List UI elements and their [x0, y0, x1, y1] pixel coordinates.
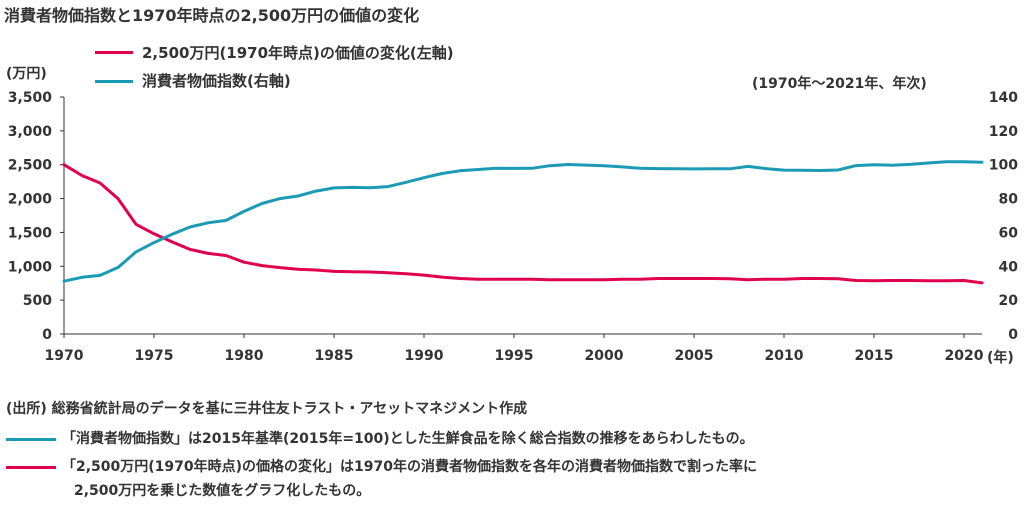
x-tick-label: 1995: [495, 348, 534, 364]
left-tick-label: 2,500: [8, 158, 53, 174]
note-swatch-value: [6, 466, 56, 469]
right-tick-label: 20: [999, 293, 1019, 309]
left-tick-label: 3,500: [8, 90, 53, 106]
left-tick-label: 0: [42, 327, 52, 343]
x-tick-label: 1985: [315, 348, 354, 364]
left-tick-label: 1,000: [8, 259, 53, 275]
right-tick-label: 80: [999, 192, 1019, 208]
left-tick-label: 1,500: [8, 225, 53, 241]
left-axis-unit: (万円): [6, 66, 47, 82]
left-tick-label: 3,000: [8, 124, 53, 140]
legend-swatch-value: [95, 51, 133, 54]
right-tick-label: 120: [989, 124, 1018, 140]
source-note: (出所) 総務省統計局のデータを基に三井住友トラスト・アセットマネジメント作成: [6, 401, 528, 417]
right-tick-label: 60: [999, 225, 1019, 241]
x-tick-label: 1990: [405, 348, 444, 364]
left-tick-label: 500: [23, 293, 52, 309]
right-axis-unit: (年): [987, 350, 1014, 366]
right-tick-label: 100: [989, 158, 1018, 174]
x-tick-label: 1980: [225, 348, 264, 364]
legend-swatch-cpi: [95, 80, 133, 83]
left-tick-label: 2,000: [8, 192, 53, 208]
value-series-line: [62, 163, 984, 285]
note-cpi: 「消費者物価指数」は2015年基準(2015年=100)とした生鮮食品を除く総合…: [62, 431, 754, 447]
right-tick-label: 0: [1008, 327, 1018, 343]
right-tick-label: 140: [989, 90, 1018, 106]
note-swatch-cpi: [6, 438, 56, 441]
note-value-2: 2,500万円を乗じた数値をグラフ化したもの。: [74, 483, 371, 499]
note-value-1: 「2,500万円(1970年時点)の価格の変化」は1970年の消費者物価指数を各…: [62, 459, 758, 475]
cpi-series-line: [62, 160, 984, 283]
x-tick-label: 1975: [135, 348, 174, 364]
x-tick-label: 2020: [945, 348, 984, 364]
legend-label-cpi: 消費者物価指数(右軸): [142, 72, 291, 90]
x-tick-label: 2010: [765, 348, 804, 364]
chart-title: 消費者物価指数と1970年時点の2,500万円の価値の変化: [4, 6, 420, 25]
x-tick-label: 2015: [855, 348, 894, 364]
legend-label-value: 2,500万円(1970年時点)の価値の変化(左軸): [142, 44, 454, 62]
x-tick-label: 2005: [675, 348, 714, 364]
right-tick-label: 40: [999, 259, 1019, 275]
x-tick-label: 1970: [45, 348, 84, 364]
x-tick-label: 2000: [585, 348, 624, 364]
period-note: (1970年～2021年、年次): [752, 76, 927, 92]
